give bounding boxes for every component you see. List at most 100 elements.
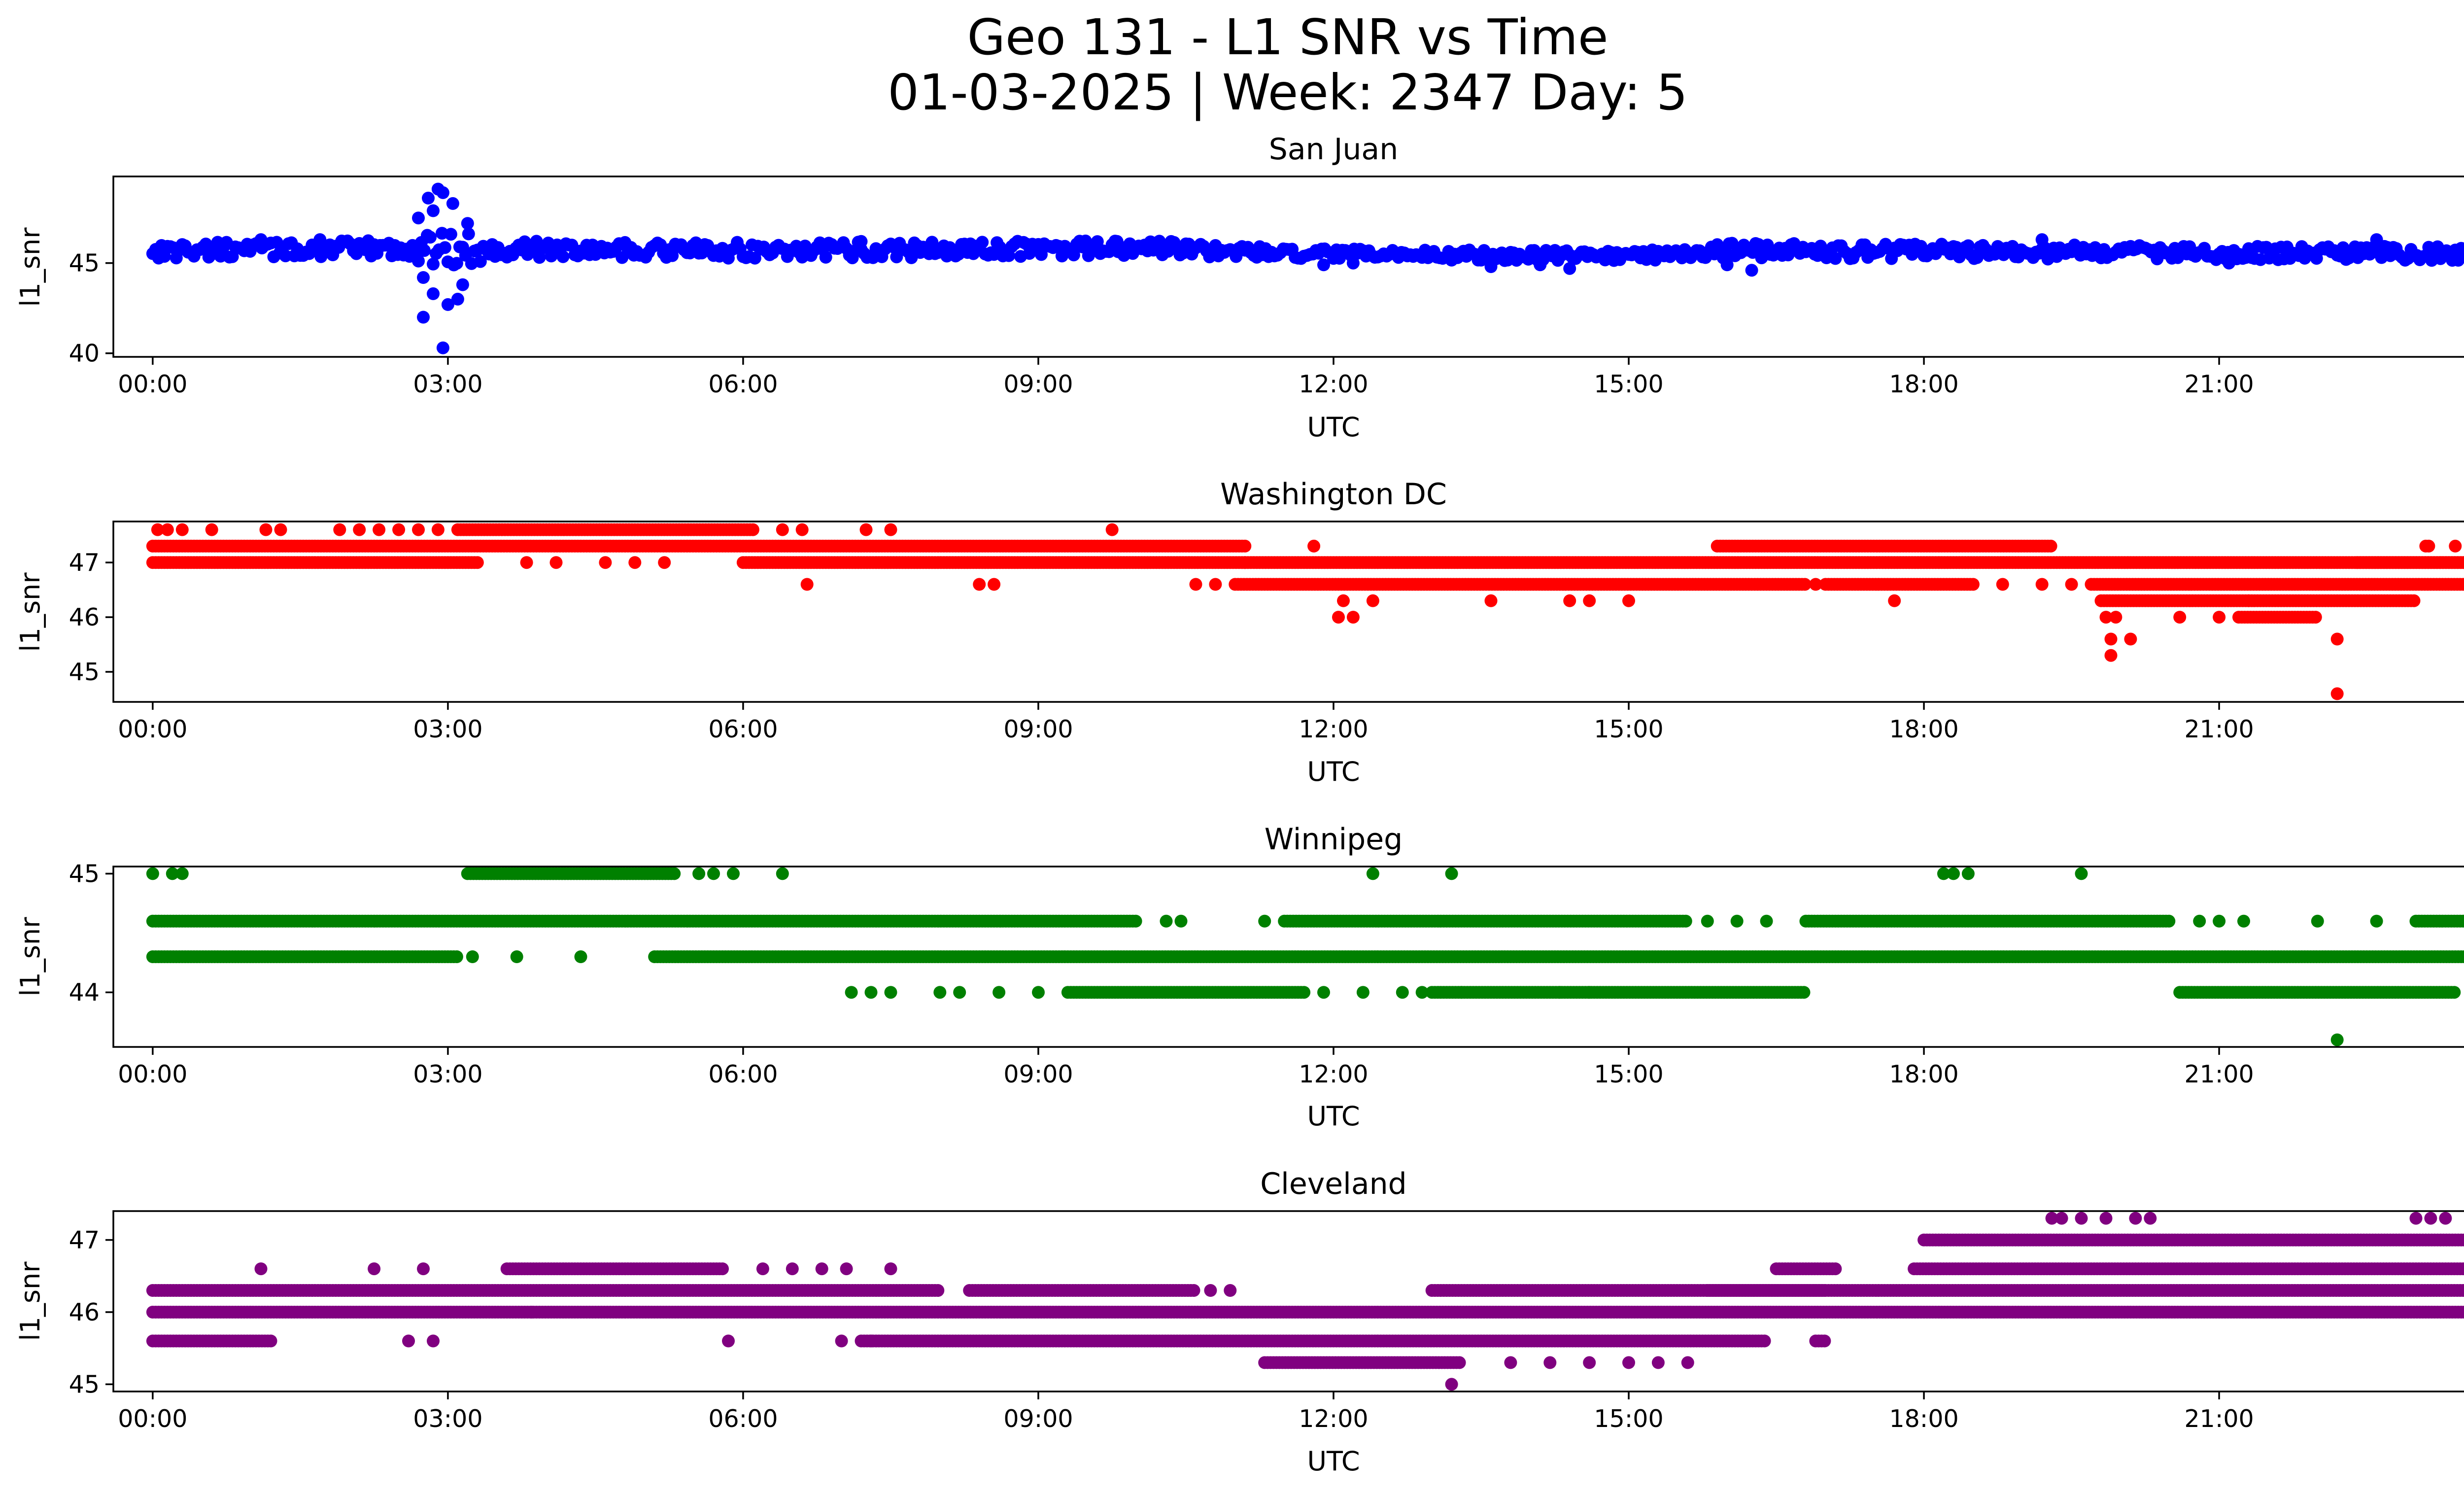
outlier-point	[1346, 256, 1360, 270]
outlier-point	[2035, 578, 2049, 591]
outlier-point	[2330, 687, 2344, 700]
data-point	[450, 950, 463, 963]
outlier-point	[1760, 914, 1773, 928]
data-point	[1970, 251, 1984, 264]
outlier-point	[313, 233, 327, 246]
subplot-title: San Juan	[1269, 132, 1398, 167]
outlier-point	[427, 287, 440, 300]
outlier-point	[2104, 649, 2118, 662]
data-point	[2407, 594, 2421, 607]
outlier-point	[2144, 1212, 2157, 1225]
outlier-point	[2237, 914, 2250, 928]
x-tick-label: 03:00	[413, 370, 482, 398]
data-point	[2461, 250, 2464, 262]
x-tick-label: 12:00	[1299, 1405, 1368, 1433]
data-point	[1797, 986, 1811, 999]
outlier-point	[1366, 867, 1379, 880]
data-point	[1238, 539, 1252, 553]
data-point	[556, 250, 570, 263]
x-tick-label: 15:00	[1594, 1060, 1663, 1088]
outlier-point	[855, 235, 868, 248]
outlier-point	[859, 523, 873, 536]
x-tick-label: 18:00	[1889, 1405, 1958, 1433]
outlier-point	[151, 523, 164, 536]
x-tick-label: 15:00	[1594, 1405, 1663, 1433]
data-point	[746, 523, 759, 536]
outlier-point	[466, 950, 479, 963]
outlier-point	[1346, 611, 1360, 624]
x-tick-label: 03:00	[413, 715, 482, 743]
y-tick-label: 45	[69, 1370, 100, 1398]
outlier-point	[1209, 578, 1222, 591]
outlier-point	[988, 578, 1001, 591]
axis-ticks: 00:00 03:00 06:00 09:00 12:00 15:00 18:00 21:00…	[69, 860, 2254, 1088]
outlier-point	[1996, 578, 2009, 591]
outlier-point	[427, 204, 440, 217]
outlier-point	[599, 556, 612, 569]
data-point	[1079, 234, 1092, 247]
outlier-point	[1356, 986, 1369, 999]
outlier-point	[1947, 867, 1960, 880]
outlier-point	[800, 578, 814, 591]
outlier-point	[2129, 1212, 2142, 1225]
outlier-point	[1337, 594, 1350, 607]
outlier-point	[864, 986, 878, 999]
outlier-point	[436, 186, 449, 199]
y-axis-label: l1_snr	[15, 572, 46, 652]
outlier-point	[1563, 594, 1576, 607]
data-point	[1966, 578, 1980, 591]
outlier-point	[259, 523, 273, 536]
outlier-point	[1317, 258, 1330, 272]
axis-ticks: 00:00 03:00 06:00 09:00 12:00 15:00 18:00 21:00…	[69, 1226, 2254, 1433]
outlier-point	[776, 867, 789, 880]
data-point	[748, 251, 761, 265]
y-tick-label: 45	[69, 860, 100, 888]
outlier-point	[2104, 632, 2118, 646]
outlier-point	[2242, 594, 2255, 607]
data-point	[819, 250, 832, 264]
outlier-point	[353, 523, 366, 536]
outlier-point	[436, 341, 449, 354]
outlier-point	[1583, 594, 1596, 607]
x-tick-label: 00:00	[118, 715, 187, 743]
outlier-point	[2370, 233, 2383, 246]
data-point	[1091, 235, 1104, 248]
outlier-point	[1445, 867, 1458, 880]
outlier-point	[2075, 1212, 2088, 1225]
x-axis-label: UTC	[1307, 756, 1360, 787]
outlier-point	[1032, 986, 1045, 999]
subplot-title: Washington DC	[1220, 477, 1447, 512]
data-point	[2044, 539, 2057, 553]
outlier-point	[431, 523, 445, 536]
outlier-point	[2223, 256, 2236, 270]
data-point	[424, 231, 437, 244]
x-tick-label: 09:00	[1003, 1405, 1073, 1433]
outlier-point	[1484, 594, 1498, 607]
outlier-point	[1583, 986, 1596, 999]
outlier-point	[795, 523, 809, 536]
outlier-point	[1484, 260, 1498, 273]
data-point	[1829, 1262, 1842, 1276]
outlier-point	[884, 523, 897, 536]
outlier-point	[146, 867, 159, 880]
data-point	[1067, 248, 1080, 262]
x-tick-label: 00:00	[118, 370, 187, 398]
data-point	[450, 257, 463, 270]
data-point	[462, 227, 475, 241]
outlier-point	[549, 556, 563, 569]
figure-title-line-1: Geo 131 - L1 SNR vs Time	[967, 8, 1608, 66]
x-tick-label: 18:00	[1889, 715, 1958, 743]
outlier-point	[1189, 578, 1202, 591]
y-tick-label: 46	[69, 603, 100, 631]
outlier-point	[658, 556, 671, 569]
x-tick-label: 09:00	[1003, 715, 1073, 743]
x-tick-label: 06:00	[708, 370, 778, 398]
outlier-point	[692, 867, 706, 880]
data-point	[668, 867, 681, 880]
outlier-point	[2424, 1212, 2437, 1225]
outlier-point	[2439, 1212, 2452, 1225]
outlier-point	[1534, 258, 1547, 272]
outlier-point	[1366, 594, 1379, 607]
x-tick-label: 18:00	[1889, 1060, 1958, 1088]
